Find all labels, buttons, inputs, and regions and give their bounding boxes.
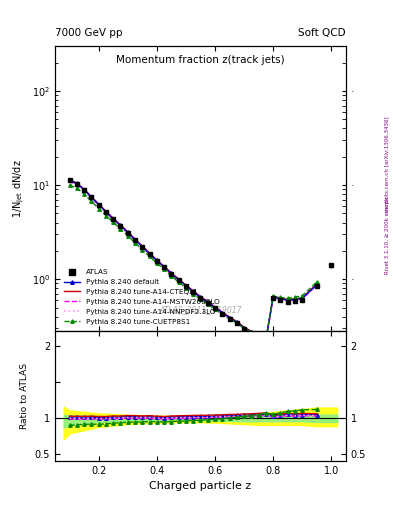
Text: Rivet 3.1.10, ≥ 200k events: Rivet 3.1.10, ≥ 200k events xyxy=(385,197,389,274)
Text: 7000 GeV pp: 7000 GeV pp xyxy=(55,28,123,38)
Y-axis label: 1/N$_{\rm jet}$ dN/dz: 1/N$_{\rm jet}$ dN/dz xyxy=(12,159,26,218)
Text: Soft QCD: Soft QCD xyxy=(298,28,346,38)
Text: ATLAS_2011_I919017: ATLAS_2011_I919017 xyxy=(159,305,242,314)
Text: Momentum fraction z(track jets): Momentum fraction z(track jets) xyxy=(116,55,285,65)
X-axis label: Charged particle z: Charged particle z xyxy=(149,481,252,491)
Y-axis label: Ratio to ATLAS: Ratio to ATLAS xyxy=(20,363,29,429)
Text: mcplots.cern.ch [arXiv:1306.3436]: mcplots.cern.ch [arXiv:1306.3436] xyxy=(385,116,389,211)
Legend: ATLAS, Pythia 8.240 default, Pythia 8.240 tune-A14-CTEQL1, Pythia 8.240 tune-A14: ATLAS, Pythia 8.240 default, Pythia 8.24… xyxy=(62,266,223,328)
